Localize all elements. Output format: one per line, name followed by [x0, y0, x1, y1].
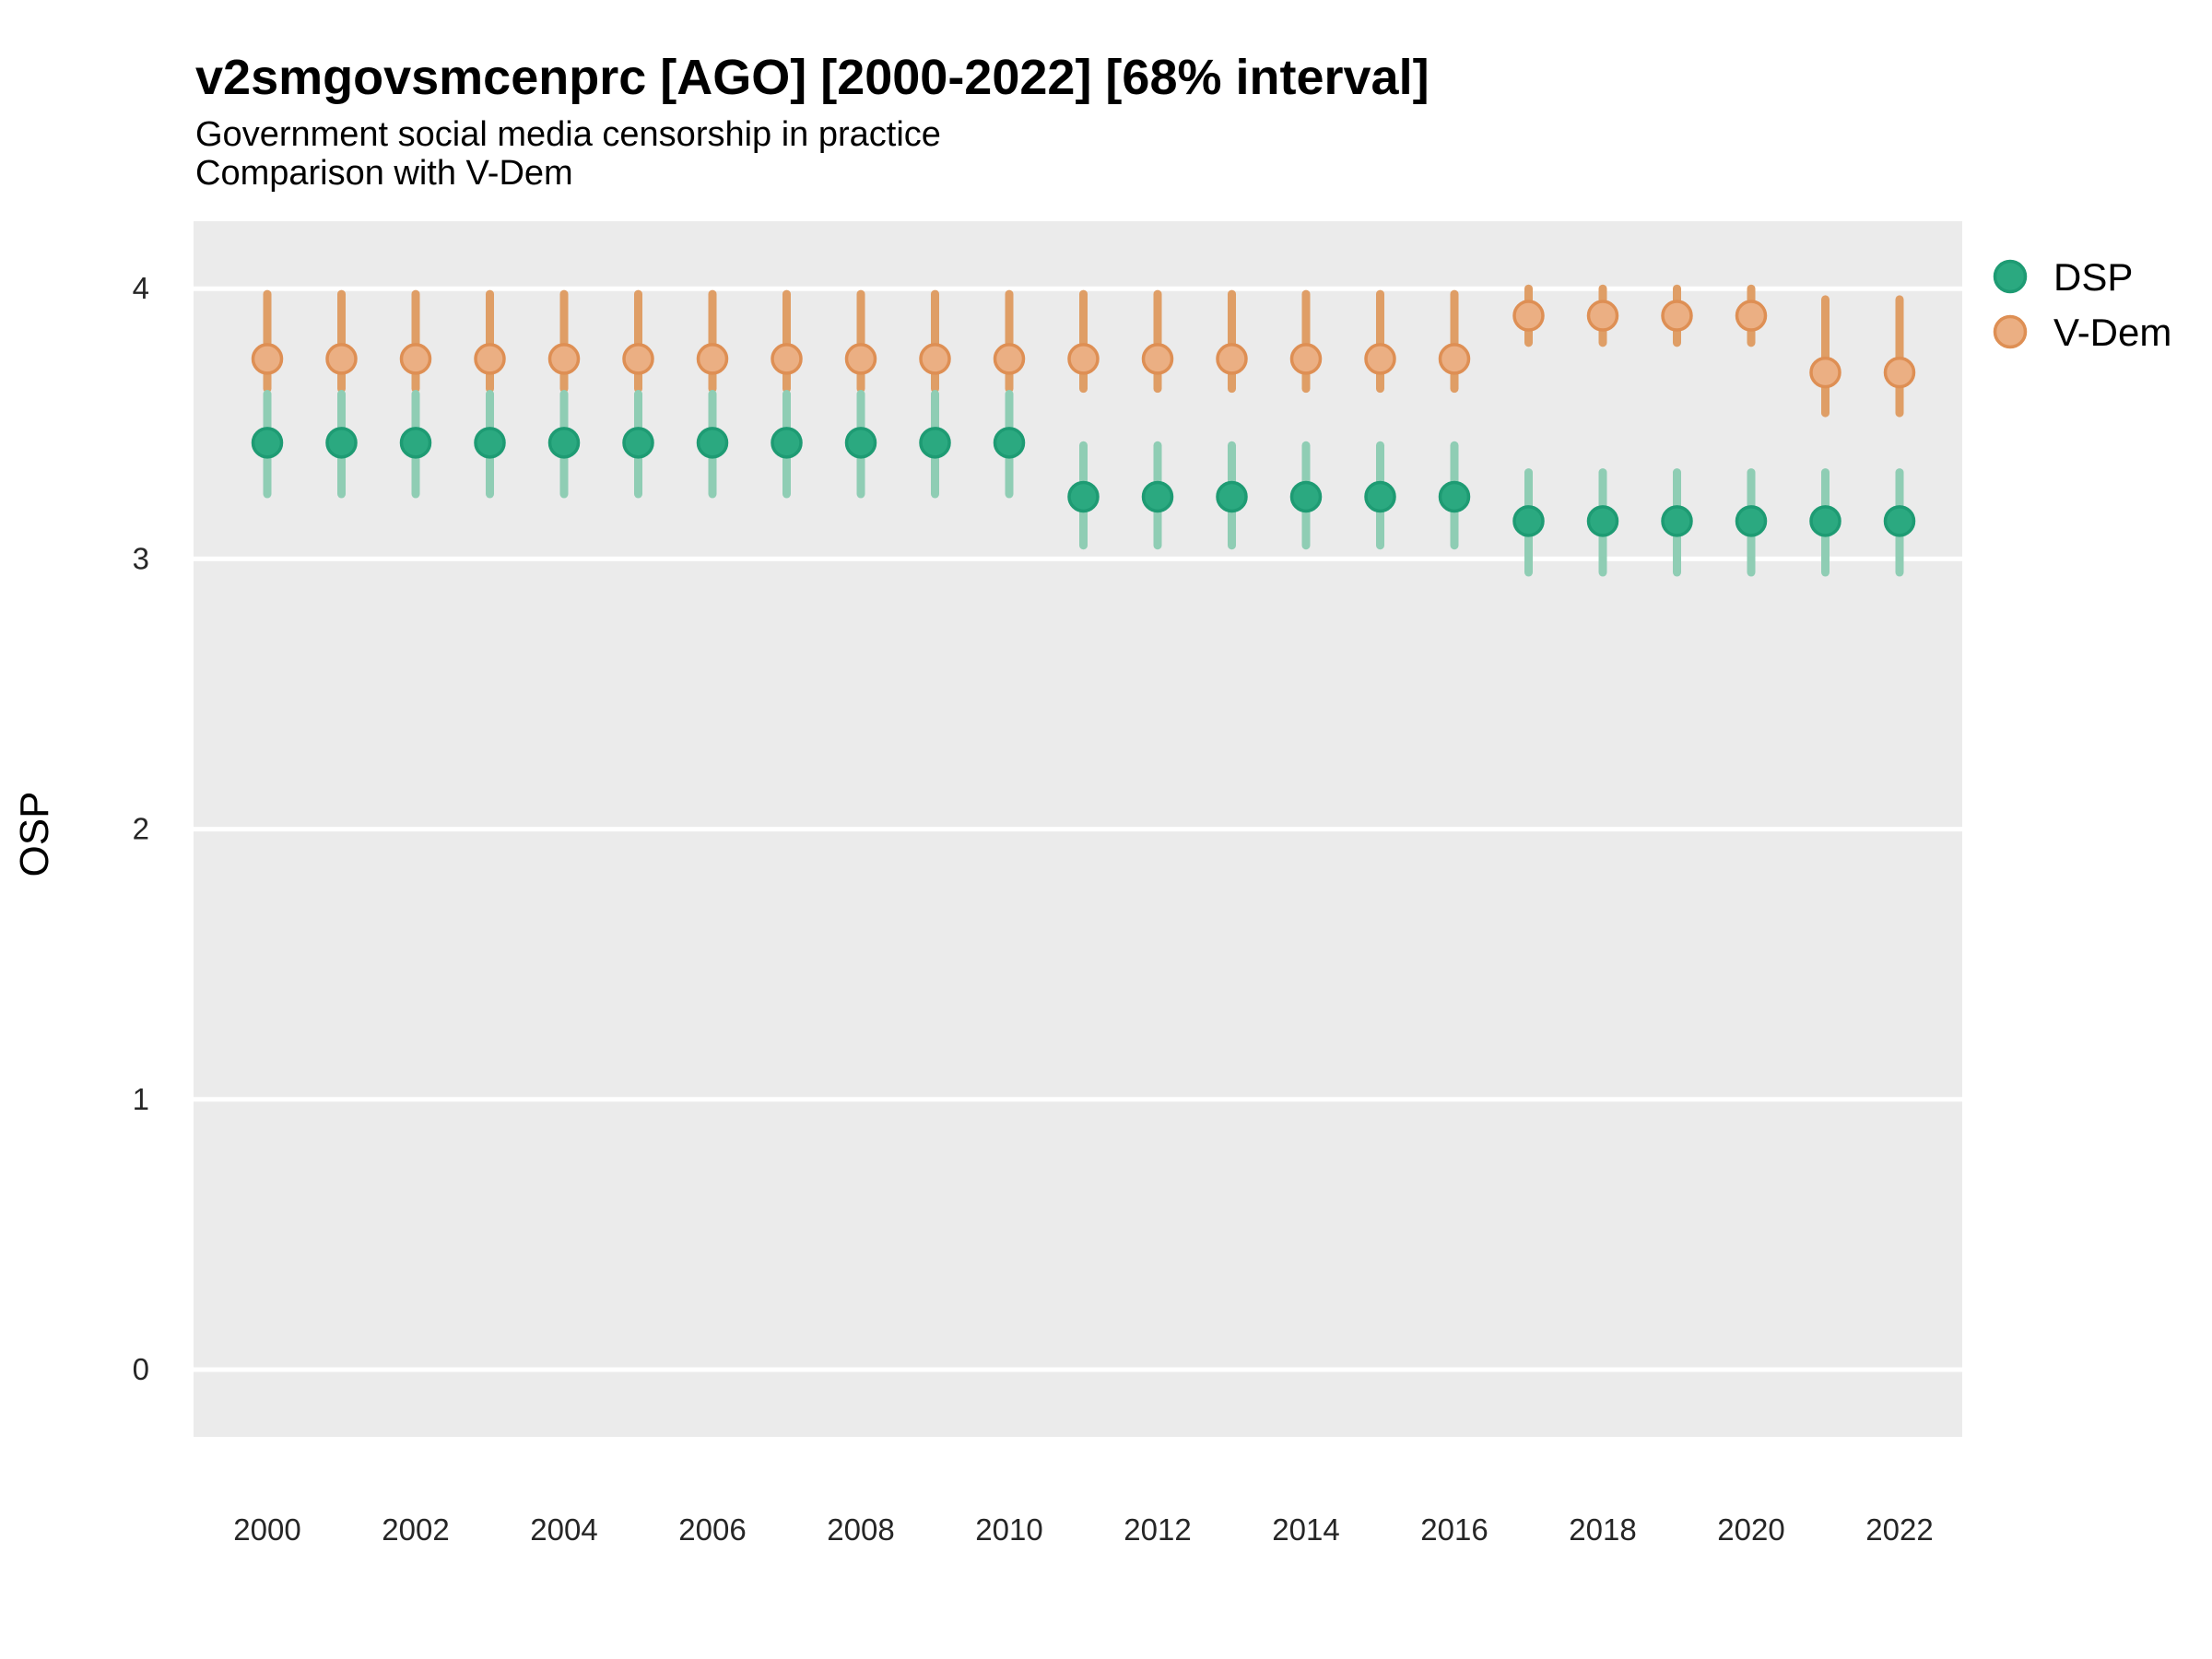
- y-tick-label-4: 4: [133, 271, 149, 305]
- point-DSP-2015: [1364, 480, 1396, 513]
- point-DSP-2000: [251, 427, 284, 459]
- point-DSP-2018: [1586, 505, 1619, 537]
- point-V-Dem-2002: [399, 343, 432, 375]
- y-tick-label-2: 2: [133, 812, 149, 846]
- y-axis-title: OSP: [12, 792, 57, 877]
- point-DSP-2014: [1289, 480, 1323, 513]
- point-V-Dem-2015: [1364, 343, 1396, 375]
- point-V-Dem-2010: [993, 343, 1026, 375]
- point-DSP-2011: [1067, 480, 1100, 513]
- x-tick-label-2004: 2004: [530, 1512, 597, 1547]
- x-tick-label-2012: 2012: [1124, 1512, 1191, 1547]
- legend-marker-dsp-icon: [1993, 259, 2028, 294]
- point-V-Dem-2018: [1586, 300, 1619, 332]
- point-DSP-2005: [622, 427, 654, 459]
- x-tick-label-2020: 2020: [1717, 1512, 1784, 1547]
- x-tick-label-2010: 2010: [975, 1512, 1042, 1547]
- point-DSP-2003: [474, 427, 506, 459]
- point-V-Dem-2004: [547, 343, 581, 375]
- point-DSP-2017: [1512, 505, 1545, 537]
- x-tick-label-2016: 2016: [1420, 1512, 1488, 1547]
- x-tick-label-2018: 2018: [1569, 1512, 1636, 1547]
- point-V-Dem-2009: [919, 343, 951, 375]
- x-tick-label-2022: 2022: [1865, 1512, 1933, 1547]
- point-DSP-2004: [547, 427, 581, 459]
- point-V-Dem-2014: [1289, 343, 1323, 375]
- chart-title: v2smgovsmcenprc [AGO] [2000-2022] [68% i…: [195, 50, 1430, 105]
- x-tick-label-2002: 2002: [382, 1512, 449, 1547]
- x-tick-label-2014: 2014: [1272, 1512, 1339, 1547]
- point-V-Dem-2007: [771, 343, 803, 375]
- point-DSP-2009: [919, 427, 951, 459]
- point-V-Dem-2017: [1512, 300, 1545, 332]
- point-DSP-2020: [1735, 505, 1768, 537]
- point-DSP-2002: [399, 427, 432, 459]
- y-tick-label-0: 0: [133, 1352, 149, 1386]
- x-tick-label-2006: 2006: [678, 1512, 746, 1547]
- point-DSP-2013: [1216, 480, 1248, 513]
- point-DSP-2021: [1809, 505, 1841, 537]
- chart-subtitle-line1: Government social media censorship in pr…: [195, 115, 941, 154]
- point-DSP-2019: [1661, 505, 1693, 537]
- plot-layer: 0 1 2 3 4 2000 2002 2004 2006 2008 2010 2012 2014 201…: [133, 221, 1962, 1547]
- point-V-Dem-2001: [325, 343, 358, 375]
- legend-label-dsp: DSP: [2053, 255, 2133, 299]
- point-V-Dem-2022: [1883, 356, 1916, 389]
- point-V-Dem-2013: [1216, 343, 1248, 375]
- x-tick-label-2000: 2000: [233, 1512, 300, 1547]
- point-V-Dem-2021: [1809, 356, 1841, 389]
- chart-subtitle-line2: Comparison with V-Dem: [195, 154, 573, 193]
- point-V-Dem-2020: [1735, 300, 1768, 332]
- point-V-Dem-2016: [1438, 343, 1471, 375]
- point-V-Dem-2012: [1141, 343, 1174, 375]
- point-V-Dem-2000: [251, 343, 284, 375]
- point-DSP-2022: [1883, 505, 1916, 537]
- point-DSP-2001: [325, 427, 358, 459]
- legend-marker-vdem-icon: [1993, 314, 2028, 349]
- point-DSP-2016: [1438, 480, 1471, 513]
- point-DSP-2006: [696, 427, 729, 459]
- point-DSP-2012: [1141, 480, 1174, 513]
- point-DSP-2008: [844, 427, 877, 459]
- point-V-Dem-2003: [474, 343, 506, 375]
- point-DSP-2007: [771, 427, 803, 459]
- y-tick-label-1: 1: [133, 1082, 149, 1116]
- y-tick-label-3: 3: [133, 541, 149, 575]
- point-V-Dem-2011: [1067, 343, 1100, 375]
- point-V-Dem-2006: [696, 343, 729, 375]
- point-DSP-2010: [993, 427, 1026, 459]
- point-V-Dem-2005: [622, 343, 654, 375]
- point-V-Dem-2008: [844, 343, 877, 375]
- legend: DSP V-Dem: [1993, 255, 2171, 354]
- x-tick-label-2008: 2008: [827, 1512, 894, 1547]
- legend-label-vdem: V-Dem: [2053, 311, 2171, 354]
- point-V-Dem-2019: [1661, 300, 1693, 332]
